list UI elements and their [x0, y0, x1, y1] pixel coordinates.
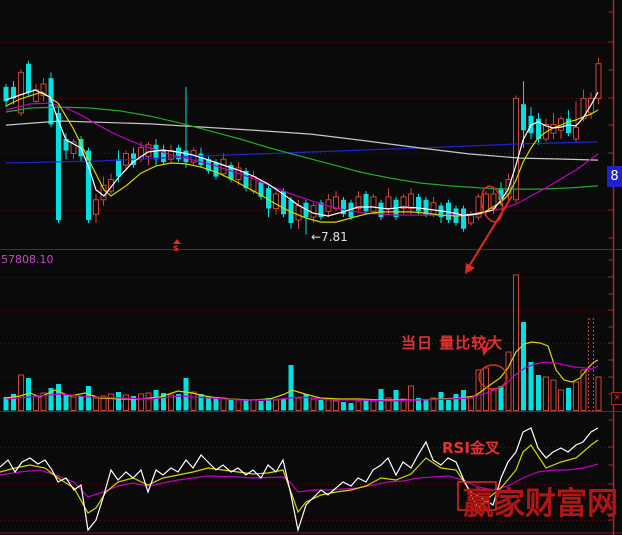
- price-low-label: ←7.81: [311, 230, 348, 244]
- panel-close-box[interactable]: ×: [611, 392, 622, 405]
- turnover-label: 57808.10: [1, 253, 54, 266]
- volume-annotation-text: 当日 量比较大: [401, 334, 504, 352]
- rsi-annotation-text: RSI金叉: [442, 439, 500, 457]
- axis-price-badge: 8: [607, 166, 622, 187]
- sell-point-marker: s: [173, 243, 179, 254]
- watermark-text: 赢家财富网: [463, 486, 618, 522]
